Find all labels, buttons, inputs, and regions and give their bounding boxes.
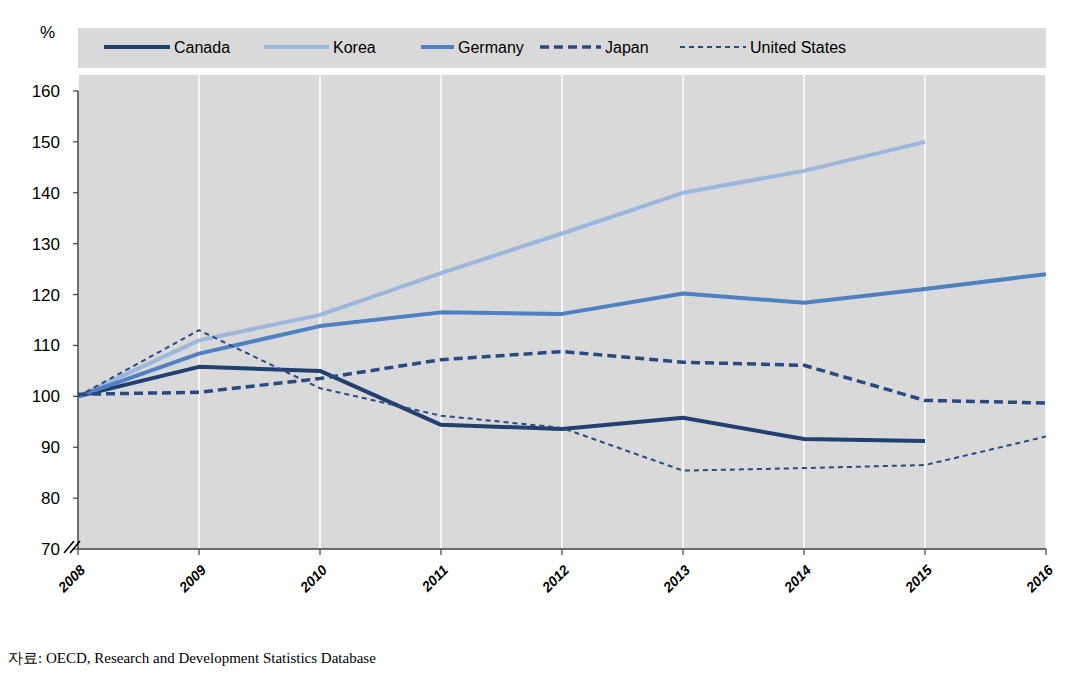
grid-line	[924, 75, 926, 549]
y-tick-label: 100	[32, 387, 60, 406]
tick-mark	[440, 549, 441, 555]
legend-swatch	[104, 45, 170, 49]
grid-line	[1045, 75, 1047, 549]
plot-background	[78, 75, 1046, 549]
tick-mark	[561, 549, 562, 555]
grid-line	[198, 75, 200, 549]
y-tick-label: 90	[41, 438, 60, 457]
legend-swatch	[421, 45, 454, 49]
y-tick-label: 160	[32, 82, 60, 101]
y-axis-label: %	[40, 23, 55, 42]
x-tick-label: 2012	[538, 562, 572, 596]
y-tick-label: 130	[32, 235, 60, 254]
y-tick-label: 120	[32, 286, 60, 305]
grid-line	[319, 75, 321, 549]
tick-mark	[319, 549, 320, 555]
grid-line	[682, 75, 684, 549]
tick-mark	[682, 549, 683, 555]
legend-label: Korea	[333, 39, 376, 56]
legend-label: Canada	[174, 39, 230, 56]
series-line	[78, 274, 1046, 396]
x-tick-label: 2010	[296, 562, 330, 596]
x-tick-label: 2014	[780, 562, 814, 596]
series-group	[78, 142, 1046, 471]
y-axis	[77, 91, 79, 549]
legend-label: Japan	[605, 39, 649, 56]
x-tick-label: 2013	[659, 562, 693, 596]
x-tick-label: 2008	[54, 562, 88, 596]
y-tick-label: 110	[33, 336, 60, 355]
tick-mark	[77, 549, 78, 555]
y-tick-label: 150	[32, 133, 60, 152]
tick-mark	[924, 549, 925, 555]
chart: 2008 2009 2010 2011 2012 2013 2014 2015 2016 70 80…	[0, 0, 1088, 691]
axis-break	[64, 541, 74, 553]
tick-mark	[803, 549, 804, 555]
source-note: 자료: OECD, Research and Development Stati…	[8, 650, 376, 666]
legend-label: United States	[750, 39, 846, 56]
x-axis	[78, 548, 1046, 550]
series-line	[78, 330, 1046, 470]
y-tick-label: 80	[41, 489, 60, 508]
series-line	[78, 142, 925, 396]
legend-swatch	[540, 45, 601, 49]
tick-mark	[1045, 549, 1046, 555]
y-tick-label: 70	[41, 540, 60, 559]
series-line	[78, 367, 925, 441]
axis-break	[70, 541, 80, 553]
x-tick-label: 2009	[175, 562, 209, 596]
legend-background	[78, 28, 1046, 68]
grid-line	[803, 75, 805, 549]
x-tick-label: 2011	[418, 562, 451, 595]
legend-swatch	[680, 46, 746, 48]
x-tick-label: 2016	[1022, 562, 1056, 596]
x-tick-label: 2015	[901, 562, 935, 596]
legend-label: Germany	[458, 39, 524, 56]
y-tick-label: 140	[32, 184, 60, 203]
series-line	[78, 352, 1046, 403]
grid-line	[77, 75, 79, 549]
legend-swatch	[264, 45, 329, 49]
tick-mark	[198, 549, 199, 555]
